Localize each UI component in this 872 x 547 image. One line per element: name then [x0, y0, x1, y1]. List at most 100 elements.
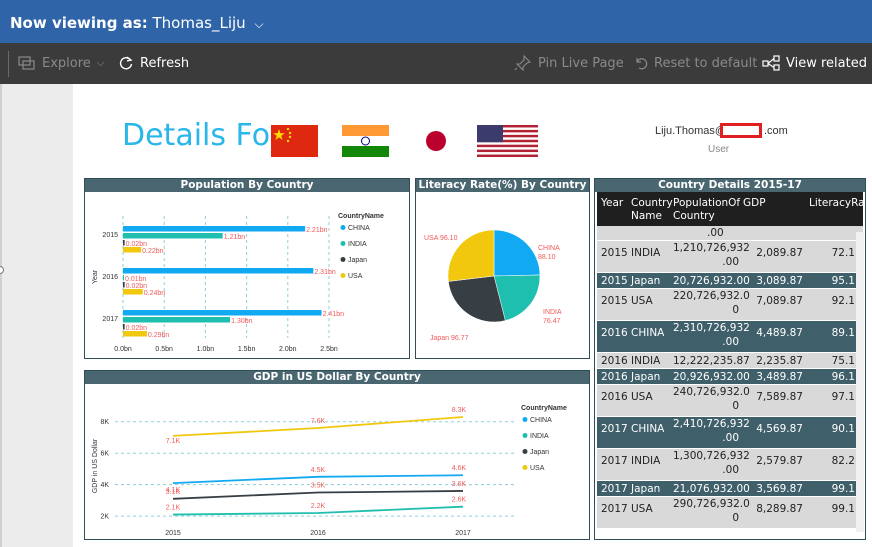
table-row[interactable]: 2015 Japan 20,726,932.00 3,089.87 95.1 [597, 272, 863, 288]
legend-item: INDIA [530, 433, 549, 440]
y-tick-label: 6K [100, 451, 109, 458]
pie-data-label: INDIA [543, 309, 562, 316]
population-chart-panel[interactable]: Population By Country 0.0bn 0.5bn 1.0bn 1.5… [84, 178, 410, 365]
cell-gdp: 3,489.87 [756, 371, 803, 383]
population-bar [123, 331, 147, 337]
cell-literacy: 82.2 [831, 455, 855, 467]
population-bar [123, 282, 125, 288]
population-bar [123, 226, 306, 232]
country-details-title: Country Details 2015-17 [595, 179, 865, 192]
country-details-table[interactable]: Year Country Name PopulationOf Country G… [597, 192, 863, 532]
cell-gdp: 4,489.87 [756, 327, 803, 339]
table-row[interactable]: 2015 INDIA 1,210,726,932 .00 2,089.87 72.1 [597, 240, 863, 272]
legend-marker [340, 225, 346, 230]
cell-population: 2,310,726,932 [673, 322, 750, 334]
table-row[interactable]: 2017 USA 290,726,932.0 0 8,289.87 99.1 [597, 496, 863, 528]
legend-title: CountryName [521, 405, 567, 412]
population-chart-title: Population By Country [85, 179, 409, 192]
table-scrollbar[interactable] [856, 232, 864, 532]
pin-label: Pin Live Page [538, 55, 624, 71]
pin-live-page-button[interactable]: Pin Live Page [514, 55, 624, 71]
table-row[interactable]: 2017 Japan 21,076,932.00 3,569.87 99.1 [597, 480, 863, 496]
report-toolbar: Explore ⌵ Refresh Pin Live Page Reset to… [0, 43, 872, 84]
table-row[interactable]: 2016 CHINA 2,310,726,932 .00 4,489.87 89.1 [597, 320, 863, 352]
cell-country: USA [631, 391, 653, 403]
refresh-button[interactable]: Refresh [118, 55, 189, 71]
cell-population: 20,926,932.00 [673, 371, 750, 383]
x-tick-label: 2.5bn [320, 346, 338, 353]
view-as-title[interactable]: Now viewing as: Thomas_Liju ⌵ [10, 14, 264, 32]
cell-country: INDIA [631, 455, 661, 467]
legend-marker [522, 433, 528, 438]
legend-marker [522, 449, 528, 454]
population-data-label: 2.41bn [323, 311, 345, 318]
legend-item: USA [530, 465, 545, 472]
cell-gdp: 2,089.87 [756, 247, 803, 259]
literacy-chart-panel[interactable]: Literacy Rate(%) By Country CHINA 88.10 IN… [415, 178, 590, 359]
legend-item: Japan [348, 257, 367, 264]
legend-item: USA [348, 273, 363, 280]
view-as-user: Thomas_Liju [152, 14, 246, 32]
view-as-prefix: Now viewing as: [10, 14, 148, 32]
cell-population: 20,726,932.00 [673, 275, 750, 287]
chevron-down-icon[interactable]: ⌵ [254, 17, 264, 31]
population-bar [123, 240, 125, 246]
column-header-gdp[interactable]: GDP [743, 197, 766, 209]
cell-year: 2017 [601, 423, 628, 435]
japan-flag[interactable] [424, 125, 448, 157]
column-header-year[interactable]: Year [601, 197, 624, 209]
reset-to-default-button[interactable]: Reset to default [634, 55, 757, 71]
population-bar [123, 275, 124, 281]
population-data-label: 0.22bn [142, 248, 164, 255]
pie-slice [447, 229, 495, 282]
gdp-data-label: 4.6K [452, 465, 467, 472]
x-tick-label: 2016 [310, 530, 326, 537]
cell-year: 2017 [601, 503, 628, 515]
x-tick-label: 1.5bn [238, 346, 256, 353]
column-header-population[interactable]: PopulationOf Country [673, 197, 741, 222]
cell-literacy: 75.1 [831, 355, 855, 367]
cell-literacy: 96.1 [831, 371, 855, 383]
gdp-chart-panel[interactable]: GDP in US Dollar By Country 2K 4K 6K 8K 2015… [84, 370, 590, 547]
population-data-label: 0.02bn [126, 241, 148, 248]
column-header-country[interactable]: Country Name [631, 197, 673, 222]
india-flag[interactable] [342, 125, 389, 157]
cell-gdp: 8,289.87 [756, 503, 803, 515]
population-bar [123, 317, 231, 323]
view-related-button[interactable]: View related [762, 55, 867, 71]
cell-gdp: 4,569.87 [756, 423, 803, 435]
literacy-chart-title: Literacy Rate(%) By Country [416, 179, 589, 192]
explore-button[interactable]: Explore ⌵ [18, 55, 104, 71]
cell-literacy: 89.1 [831, 327, 855, 339]
population-data-label: 1.21bn [224, 234, 246, 241]
table-row[interactable]: 2017 INDIA 1,300,726,932 .00 2,579.87 82.2 [597, 448, 863, 480]
toolbar-divider [8, 51, 9, 77]
population-bar [123, 310, 322, 316]
reset-label: Reset to default [654, 55, 758, 71]
table-row[interactable]: 2015 USA 220,726,932.0 0 7,089.87 92.1 [597, 288, 863, 320]
usa-flag[interactable] [477, 125, 538, 157]
undo-icon [636, 58, 648, 70]
cell-population: 12,222,235.87 [673, 355, 750, 367]
china-flag[interactable] [271, 125, 318, 157]
view-related-icon [762, 55, 780, 71]
explore-icon [18, 56, 35, 70]
cell-population: 220,726,932.0 [673, 290, 750, 302]
population-bar-chart[interactable]: 0.0bn0.5bn1.0bn1.5bn2.0bn2.5bnPopulation… [85, 192, 408, 365]
explore-label: Explore [42, 55, 91, 71]
gdp-line-chart[interactable]: 2K4K6K8K201520162017YearGDP in US Dollar… [85, 384, 588, 547]
table-row[interactable]: 2017 CHINA 2,410,726,932 .00 4,569.87 90.1 [597, 416, 863, 448]
population-bar [123, 233, 223, 239]
literacy-pie-chart[interactable]: CHINA 88.10 INDIA 76.47 Japan 96.77 USA 96.10 [416, 192, 588, 358]
table-row[interactable]: 2016 USA 240,726,932.0 0 7,589.87 97.1 [597, 384, 863, 416]
table-row[interactable]: 2016 INDIA 12,222,235.87 2,235.87 75.1 [597, 352, 863, 368]
table-row[interactable]: 2016 Japan 20,926,932.00 3,489.87 96.1 [597, 368, 863, 384]
population-data-label: 1.30bn [231, 318, 253, 325]
gdp-data-label: 4.1K [166, 487, 181, 494]
gdp-data-label: 8.3K [452, 407, 467, 414]
population-bar [123, 268, 314, 274]
y-axis-label: Year [92, 269, 99, 284]
population-data-label: 0.29bn [148, 332, 170, 339]
y-tick-label: 2017 [102, 316, 118, 323]
